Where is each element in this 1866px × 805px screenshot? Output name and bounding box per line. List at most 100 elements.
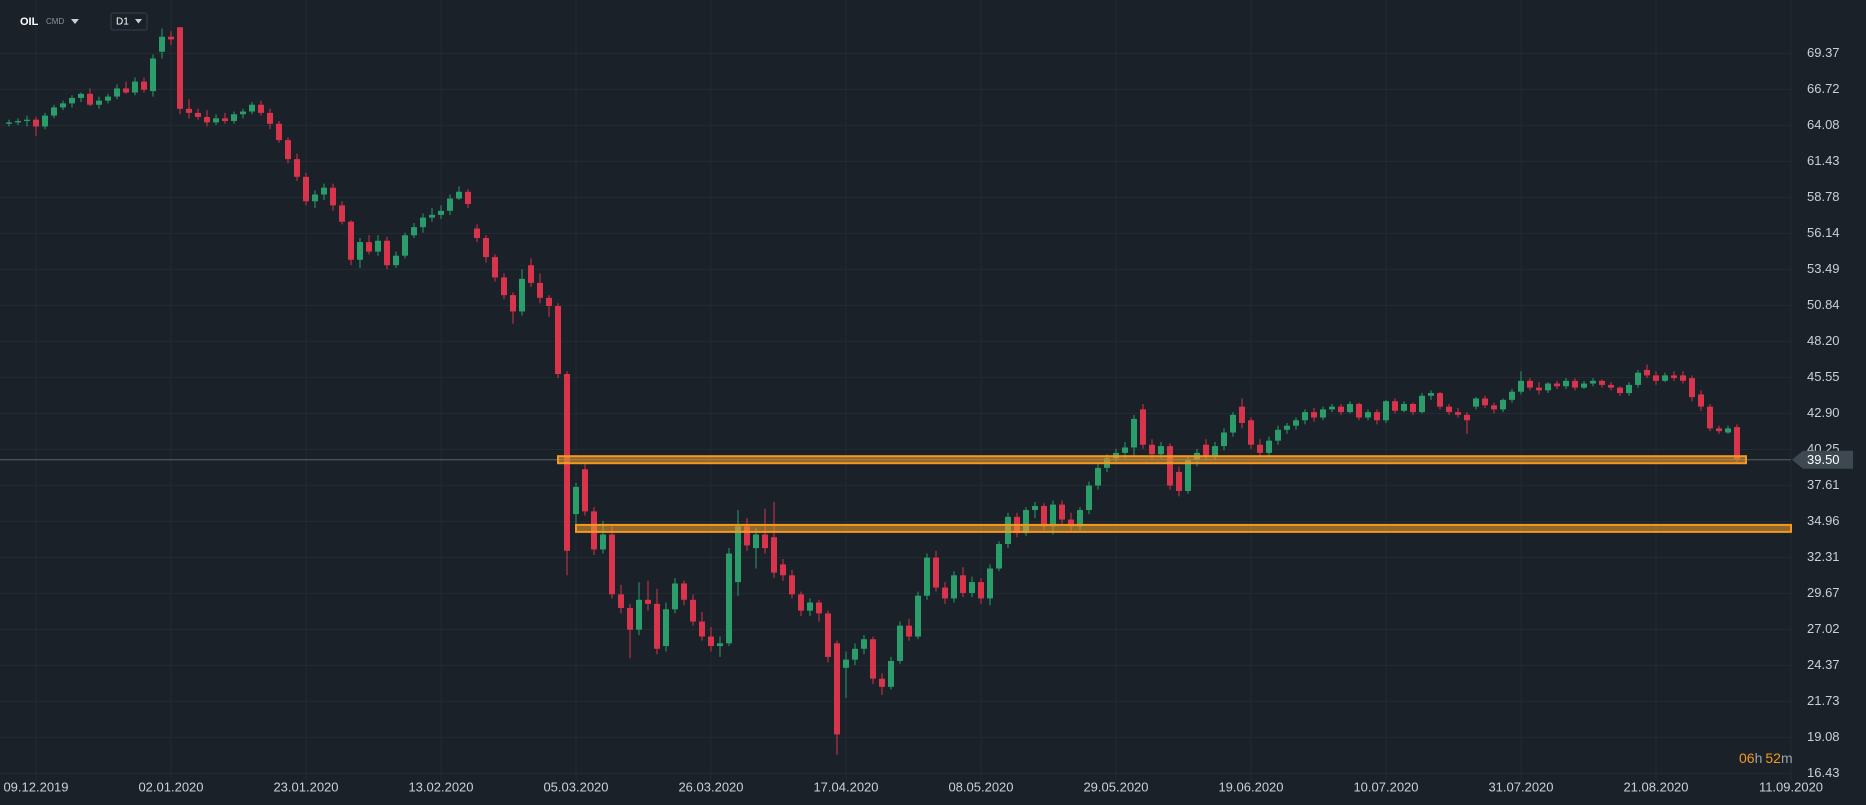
y-tick-label: 24.37 (1807, 657, 1840, 672)
candle-body (537, 282, 543, 298)
y-tick-label: 37.61 (1807, 477, 1840, 492)
candle-body (843, 659, 849, 668)
candle-body (186, 108, 192, 113)
candle-body (906, 625, 912, 637)
candle-body (1032, 505, 1038, 511)
candle-body (1041, 505, 1047, 527)
candle-body (1689, 378, 1695, 398)
candle-body (1158, 446, 1164, 455)
candle-body (195, 112, 201, 117)
candle-body (276, 123, 282, 141)
x-tick-label: 09.12.2019 (3, 779, 68, 794)
candle-body (258, 104, 264, 113)
candle-body (528, 265, 534, 283)
symbol-selector[interactable]: OIL CMD (20, 16, 79, 28)
candle-body (609, 534, 615, 595)
candle-body (1140, 409, 1146, 445)
candle-body (420, 217, 426, 228)
candle-body (807, 602, 813, 611)
interval-box[interactable] (110, 12, 148, 31)
candle-body (1707, 406, 1713, 429)
timer-unit: h (1755, 750, 1763, 766)
interval[interactable]: D1 (116, 17, 129, 28)
candle-body (1419, 395, 1425, 413)
candle-body (1473, 398, 1479, 407)
candle-body (555, 306, 561, 375)
candle-body (1554, 383, 1560, 387)
candle-body (1482, 398, 1488, 406)
dropdown-arrow[interactable] (71, 19, 79, 24)
candle-body (600, 534, 606, 550)
candle-body (870, 639, 876, 679)
candle-body (240, 111, 246, 115)
candle-body (834, 643, 840, 735)
candle-body (1500, 399, 1506, 410)
candle-body (1644, 369, 1650, 376)
candle-body (447, 198, 453, 211)
candle-body (1716, 428, 1722, 432)
candle-body (1428, 393, 1434, 396)
y-tick-label: 19.08 (1807, 729, 1840, 744)
candle-body (1455, 412, 1461, 415)
candle-body (996, 544, 1002, 569)
candle-body (1734, 427, 1740, 460)
x-tick-label: 02.01.2020 (138, 779, 203, 794)
candle-body (1680, 375, 1686, 381)
candle-body (483, 238, 489, 258)
candle-body (1527, 380, 1533, 388)
candles (6, 27, 1740, 755)
x-tick-label: 17.04.2020 (813, 779, 878, 794)
dropdown-arrow[interactable] (135, 19, 142, 24)
candle-body (510, 295, 516, 312)
candle-body (1545, 383, 1551, 391)
interval-selector[interactable]: D1 (110, 12, 148, 31)
candle-body (798, 594, 804, 611)
candle-body (1230, 414, 1236, 433)
candle-body (159, 36, 165, 52)
candle-body (708, 636, 714, 647)
candle-body (1077, 510, 1083, 527)
candle-body (816, 602, 822, 614)
candle-body (1185, 459, 1191, 491)
candle-body (960, 575, 966, 593)
candle-body (933, 557, 939, 588)
candle-body (888, 660, 894, 687)
candle-body (168, 36, 174, 40)
y-tick-label: 32.31 (1807, 549, 1840, 564)
candle-body (60, 103, 66, 108)
candle-body (654, 603, 660, 649)
candle-body (1347, 403, 1353, 413)
y-tick-label: 48.20 (1807, 333, 1840, 348)
candle-body (393, 255, 399, 266)
candle-body (105, 96, 111, 101)
candle-body (1320, 409, 1326, 418)
candle-body (1248, 420, 1254, 445)
candle-body (825, 613, 831, 657)
candle-body (1149, 444, 1155, 455)
candle-body (636, 599, 642, 630)
candle-body (141, 81, 147, 90)
candle-body (789, 575, 795, 595)
candle-body (951, 575, 957, 599)
candle-body (42, 115, 48, 127)
y-tick-label: 61.43 (1807, 153, 1840, 168)
candle-body (573, 486, 579, 515)
candle-body (726, 553, 732, 644)
candle-body (1266, 440, 1272, 453)
candle-body (978, 582, 984, 599)
candle-body (1626, 384, 1632, 394)
candle-body (1131, 418, 1137, 448)
candle-body (1122, 447, 1128, 453)
candle-body (1446, 406, 1452, 413)
candle-body (1617, 387, 1623, 394)
price-tag-label: 39.50 (1807, 452, 1840, 467)
x-tick-label: 26.03.2020 (678, 779, 743, 794)
y-tick-label: 45.55 (1807, 369, 1840, 384)
candle-body (1392, 401, 1398, 411)
candle-body (321, 187, 327, 195)
market[interactable]: CMD (46, 17, 64, 26)
candle-body (339, 205, 345, 222)
candle-body (1356, 403, 1362, 418)
candle-body (114, 88, 120, 97)
symbol[interactable]: OIL (20, 16, 39, 28)
